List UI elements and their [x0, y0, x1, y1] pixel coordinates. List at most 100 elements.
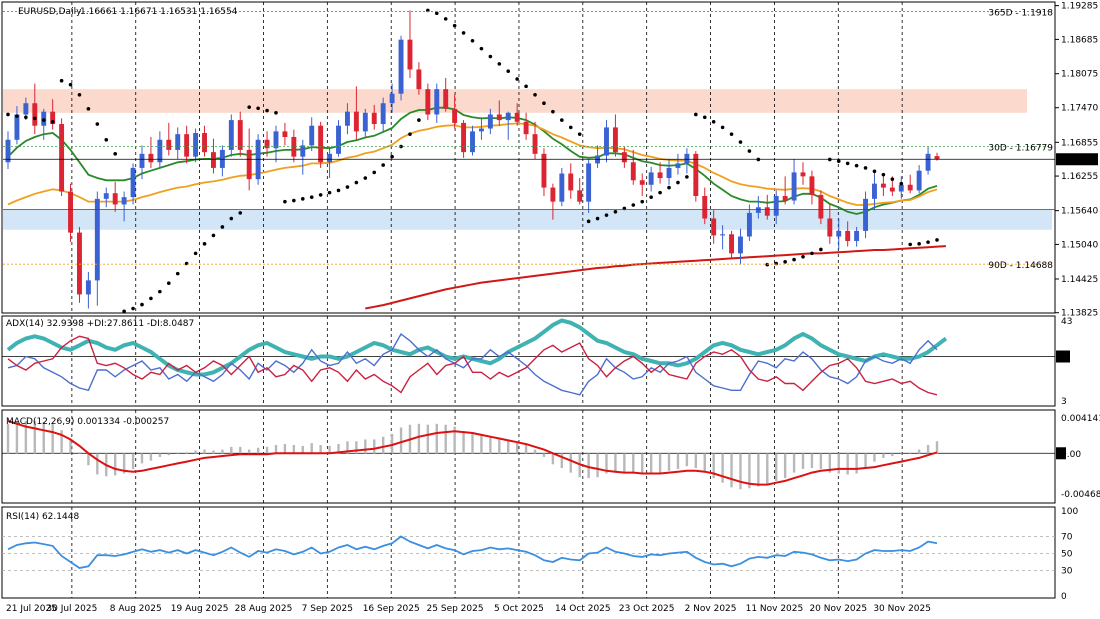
sar-dot — [68, 82, 73, 87]
macd-hist-bar — [587, 453, 590, 479]
panel-borders — [1, 1, 1056, 599]
grid-layer — [71, 2, 903, 598]
sar-dot — [738, 140, 743, 144]
candle-bull — [586, 163, 592, 202]
x-axis-label: 20 Nov 2025 — [809, 604, 867, 614]
candle-bull — [139, 153, 145, 168]
y-tick-label: 1.16255 — [1061, 172, 1098, 182]
ema-line-1 — [7, 106, 938, 215]
macd-hist-bar — [131, 453, 135, 469]
candle-bull — [103, 193, 109, 199]
sar-dot — [309, 195, 314, 199]
macd-hist-bar — [355, 441, 358, 454]
macd-signal-line — [7, 420, 938, 486]
macd-hist-bar — [69, 440, 72, 454]
candle-bull — [157, 139, 163, 163]
candle-bear — [112, 193, 118, 205]
candles-layer[interactable] — [5, 10, 940, 309]
macd-panel-frame — [1, 409, 1056, 504]
macd-hist-bar — [274, 444, 278, 454]
macd-hist-bar — [658, 453, 662, 473]
macd-hist-bar — [87, 453, 90, 466]
candle-bear — [166, 139, 172, 150]
candle-bull — [755, 207, 761, 213]
candle-bear — [800, 172, 806, 177]
x-axis-label: 11 Nov 2025 — [746, 604, 804, 614]
sar-dot — [640, 199, 645, 204]
current-price-tag — [1056, 153, 1098, 166]
candle-bear — [827, 218, 833, 237]
sar-dot — [318, 193, 323, 197]
candle-bear — [50, 111, 56, 125]
sar-dot — [24, 115, 28, 120]
rsi-panel: 100 70 50 30 0 — [2, 507, 1078, 602]
macd-hist-bar — [426, 424, 430, 454]
sar-dot — [577, 132, 582, 136]
sar-dot — [667, 185, 671, 190]
sar-dot — [863, 166, 868, 170]
candle-bear — [630, 162, 636, 181]
candle-bull — [175, 134, 181, 150]
sar-dot — [604, 213, 609, 217]
candle-bull — [648, 172, 654, 185]
macd-hist-bar — [381, 436, 385, 454]
candle-bear — [282, 131, 288, 137]
sar-dot — [443, 17, 448, 21]
ema-line-3 — [365, 245, 946, 310]
macd-hist-bar — [256, 447, 260, 454]
candle-bull — [85, 280, 91, 295]
candle-bull — [309, 125, 315, 146]
adx-title: ADX(14) 32.9398 +DI:27.8611 -DI:8.0487 — [6, 319, 194, 329]
candle-bull — [23, 103, 29, 115]
macd-hist-bar — [569, 453, 572, 473]
rsi-title: RSI(14) 62.1448 — [6, 512, 79, 522]
candle-bear — [407, 39, 413, 70]
candle-bull — [273, 131, 279, 149]
symbol-label: EURUSD,Daily — [18, 7, 82, 17]
sar-dot — [122, 309, 126, 314]
candle-bull — [362, 112, 368, 132]
y-tick-label: 1.13825 — [1061, 309, 1098, 319]
sar-dot — [711, 119, 716, 124]
candle-bull — [854, 230, 860, 242]
candle-bull — [300, 145, 306, 157]
candle-bear — [541, 153, 547, 188]
candle-bear — [809, 176, 815, 195]
macd-hist-bar — [444, 424, 447, 454]
sar-dot — [917, 242, 921, 246]
main-panel-frame — [1, 1, 1056, 314]
sar-dot — [408, 132, 412, 136]
macd-hist-bar — [498, 439, 501, 454]
candle-bear — [68, 191, 73, 233]
macd-hist-bar — [632, 453, 635, 473]
current-price-label: 1.16554 — [1058, 156, 1095, 166]
candle-bull — [773, 196, 779, 216]
sar-dot — [50, 119, 55, 124]
sar-dot — [720, 125, 725, 130]
sar-dot — [336, 188, 341, 193]
period-level-label: 365D - 1.1918 — [988, 9, 1053, 19]
macd-hist-bar — [122, 453, 126, 474]
sar-dot — [292, 198, 296, 203]
macd-hist-bar — [292, 444, 296, 454]
sar-dot — [390, 154, 394, 159]
macd-hist-bar — [810, 453, 814, 469]
x-axis-label: 28 Aug 2025 — [235, 604, 293, 614]
macd-hist-bar — [471, 433, 474, 454]
candle-bull — [836, 230, 842, 237]
macd-hist-bar — [149, 453, 153, 461]
candle-bull — [675, 163, 681, 168]
macd-hist-bar — [203, 449, 206, 454]
x-axis-label: 7 Sep 2025 — [302, 604, 353, 614]
sar-dot — [202, 242, 207, 246]
macd-hist-bar — [783, 453, 787, 479]
candle-bear — [148, 153, 154, 163]
candle-bear — [818, 194, 824, 219]
sar-dot — [229, 216, 234, 221]
macd-hist-bar — [721, 453, 724, 483]
candle-bull — [389, 93, 395, 104]
candle-bear — [568, 173, 574, 191]
sar-dot — [113, 152, 117, 156]
